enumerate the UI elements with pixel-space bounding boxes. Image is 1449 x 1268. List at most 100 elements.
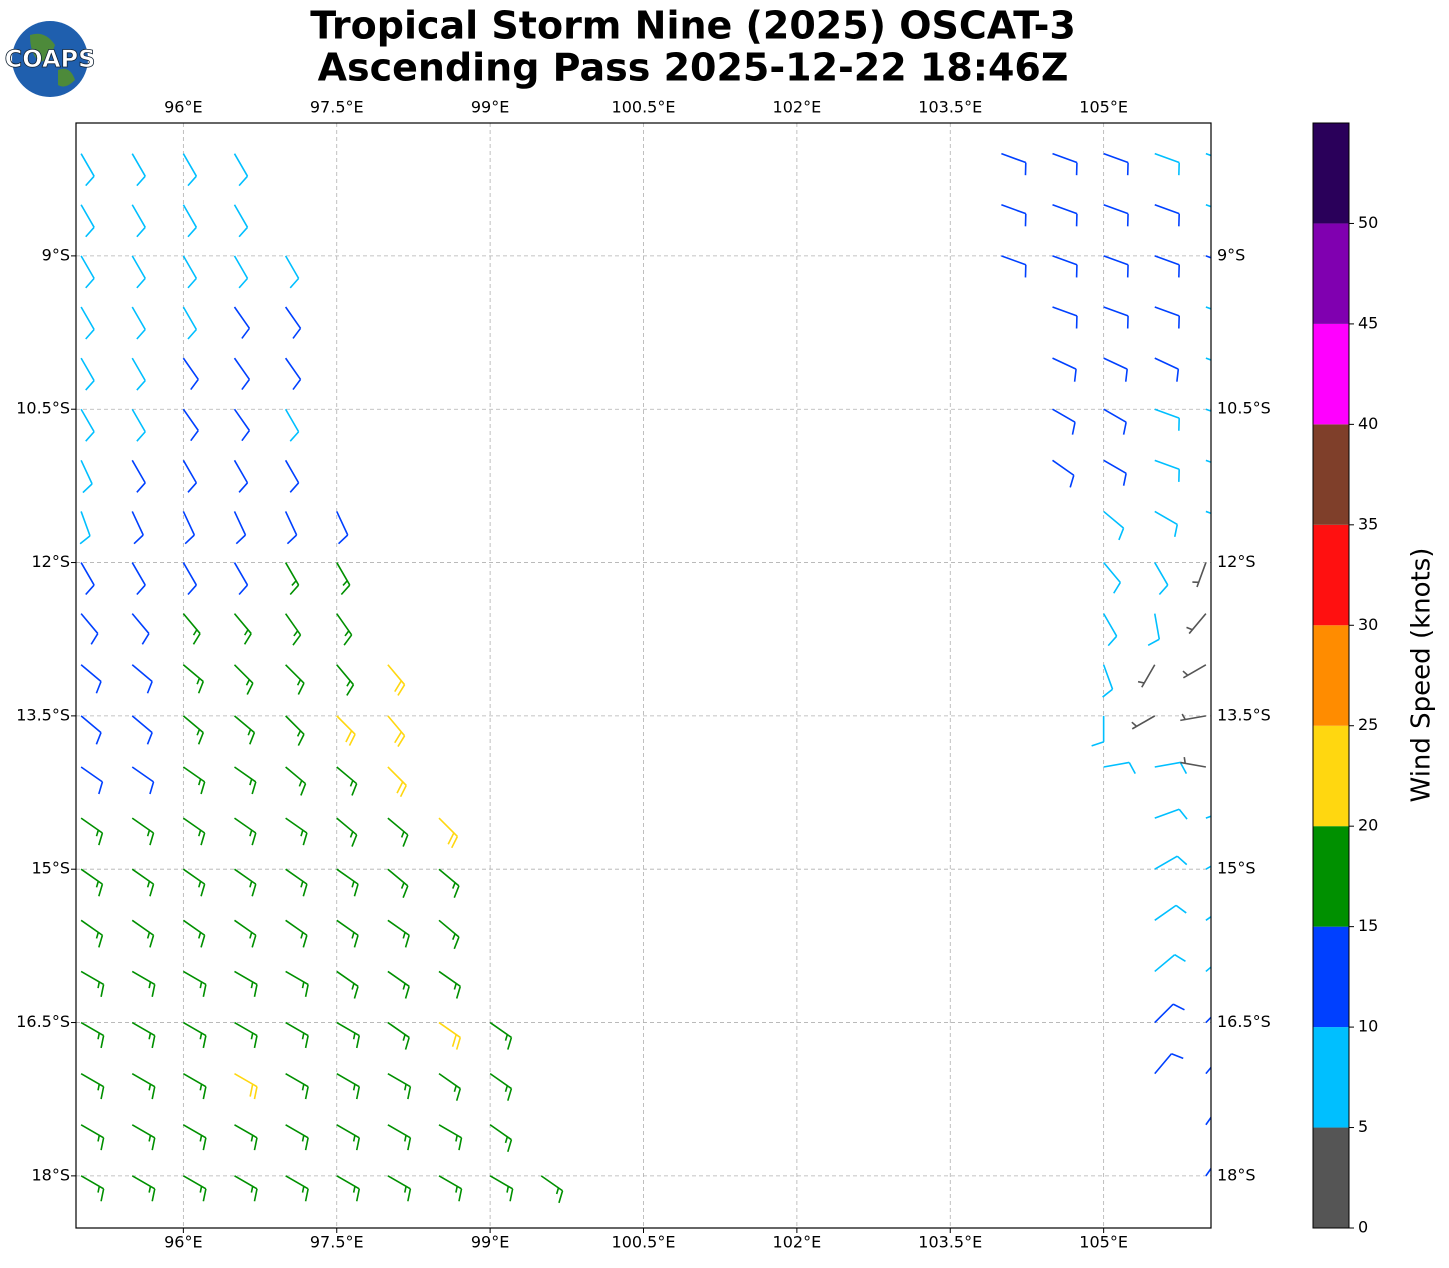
wind-barb	[233, 562, 249, 596]
wind-barb	[233, 408, 251, 442]
wind-barb	[1103, 761, 1136, 774]
wind-barb	[1154, 562, 1169, 596]
wind-barb	[80, 1021, 105, 1049]
wind-barb	[1154, 306, 1180, 329]
wind-barb	[1052, 204, 1078, 227]
wind-barb	[182, 357, 199, 391]
wind-barb	[336, 1175, 361, 1202]
wind-barb	[540, 1175, 564, 1204]
wind-barb	[131, 715, 153, 745]
wind-barb	[1154, 1003, 1185, 1024]
wind-barb	[1052, 306, 1078, 329]
wind-barb	[1001, 152, 1027, 176]
x-tick-label: 103.5°E	[918, 1233, 982, 1252]
wind-barb	[80, 1072, 105, 1100]
colorbar-segment	[1313, 323, 1349, 425]
wind-barb	[80, 459, 93, 494]
grid: 96°E 96°E 97.5°E 97.5°E 99°E 99°E 100.5°E 100.5…	[16, 98, 1271, 1252]
wind-barb	[1102, 664, 1114, 698]
wind-barb	[182, 1072, 207, 1100]
wind-barb	[80, 613, 99, 645]
colorbar-segment	[1313, 1127, 1349, 1228]
wind-barb	[285, 1021, 309, 1049]
wind-barb	[1205, 865, 1211, 870]
colorbar-segment	[1313, 926, 1349, 1028]
wind-barb	[1205, 255, 1211, 259]
wind-barb	[336, 868, 359, 897]
wind-barb	[1154, 954, 1186, 973]
wind-barb	[489, 1072, 513, 1101]
colorbar-segment	[1313, 625, 1349, 726]
wind-barb	[131, 919, 155, 948]
colorbar-segment	[1313, 524, 1349, 626]
wind-barb	[182, 766, 206, 795]
wind-barb	[131, 970, 156, 997]
colorbar-tick-label: 0	[1358, 1218, 1368, 1237]
wind-barb	[234, 1021, 258, 1049]
wind-barb	[131, 255, 146, 289]
wind-barb	[182, 919, 206, 948]
wind-barb	[182, 562, 198, 596]
wind-barb	[1205, 1167, 1211, 1177]
wind-barb	[336, 562, 351, 596]
x-tick-label: 97.5°E	[310, 98, 364, 117]
wind-barb	[80, 562, 95, 596]
logo-land	[30, 33, 75, 87]
wind-barb	[233, 459, 249, 493]
wind-barb	[1103, 357, 1128, 382]
colorbar-segment	[1313, 424, 1349, 525]
wind-barb	[80, 153, 95, 187]
colorbar-segment	[1313, 223, 1349, 324]
wind-barb	[1154, 152, 1180, 176]
colorbar-tick-label: 45	[1358, 313, 1378, 332]
wind-barb	[131, 766, 155, 795]
wind-barb	[182, 153, 198, 187]
wind-barb	[80, 919, 104, 948]
wind-barb	[131, 868, 155, 897]
wind-barb	[387, 919, 410, 948]
wind-barb	[234, 970, 258, 997]
wind-barb	[1154, 510, 1179, 537]
y-tick-label: 10.5°S	[1217, 399, 1271, 418]
wind-barb	[1154, 808, 1188, 820]
wind-barb	[182, 1021, 207, 1049]
wind-barb	[387, 1072, 412, 1100]
x-tick-label: 97.5°E	[310, 1233, 364, 1252]
wind-barb	[234, 1072, 258, 1100]
wind-barb	[182, 1124, 207, 1151]
wind-barb	[233, 306, 251, 339]
colorbar-segment	[1313, 826, 1349, 927]
x-tick-label: 105°E	[1079, 98, 1128, 117]
wind-barb	[1147, 613, 1161, 646]
wind-barb	[80, 1124, 105, 1151]
wind-barb	[438, 919, 460, 950]
x-tick-label: 100.5°E	[612, 1233, 676, 1252]
wind-barb	[1052, 357, 1077, 382]
x-tick-label: 99°E	[471, 98, 509, 117]
wind-barb	[233, 511, 247, 545]
wind-barb	[1154, 357, 1180, 382]
wind-barb	[1154, 1052, 1184, 1075]
wind-barb	[285, 868, 308, 897]
y-tick-label: 12°S	[1217, 552, 1256, 571]
chart-title: Tropical Storm Nine (2025) OSCAT-3	[310, 4, 1076, 48]
wind-barb	[182, 970, 207, 997]
wind-barb	[233, 153, 249, 187]
wind-barb	[131, 562, 146, 596]
colorbar-frame	[1312, 122, 1350, 1229]
wind-barb	[1186, 613, 1207, 635]
wind-barb	[285, 970, 309, 997]
wind-barb	[182, 715, 205, 745]
wind-barb	[131, 459, 146, 493]
y-tick-label: 15°S	[1217, 859, 1256, 878]
wind-barb	[1205, 1066, 1211, 1075]
wind-barb	[182, 511, 196, 545]
wind-barb	[80, 408, 95, 442]
wind-barb	[182, 817, 206, 846]
chart-subtitle: Ascending Pass 2025-12-22 18:46Z	[318, 46, 1069, 90]
logo-text: COAPS	[5, 45, 96, 73]
wind-barb	[1154, 761, 1188, 774]
wind-barb	[131, 1072, 156, 1100]
wind-barb	[1205, 966, 1211, 973]
